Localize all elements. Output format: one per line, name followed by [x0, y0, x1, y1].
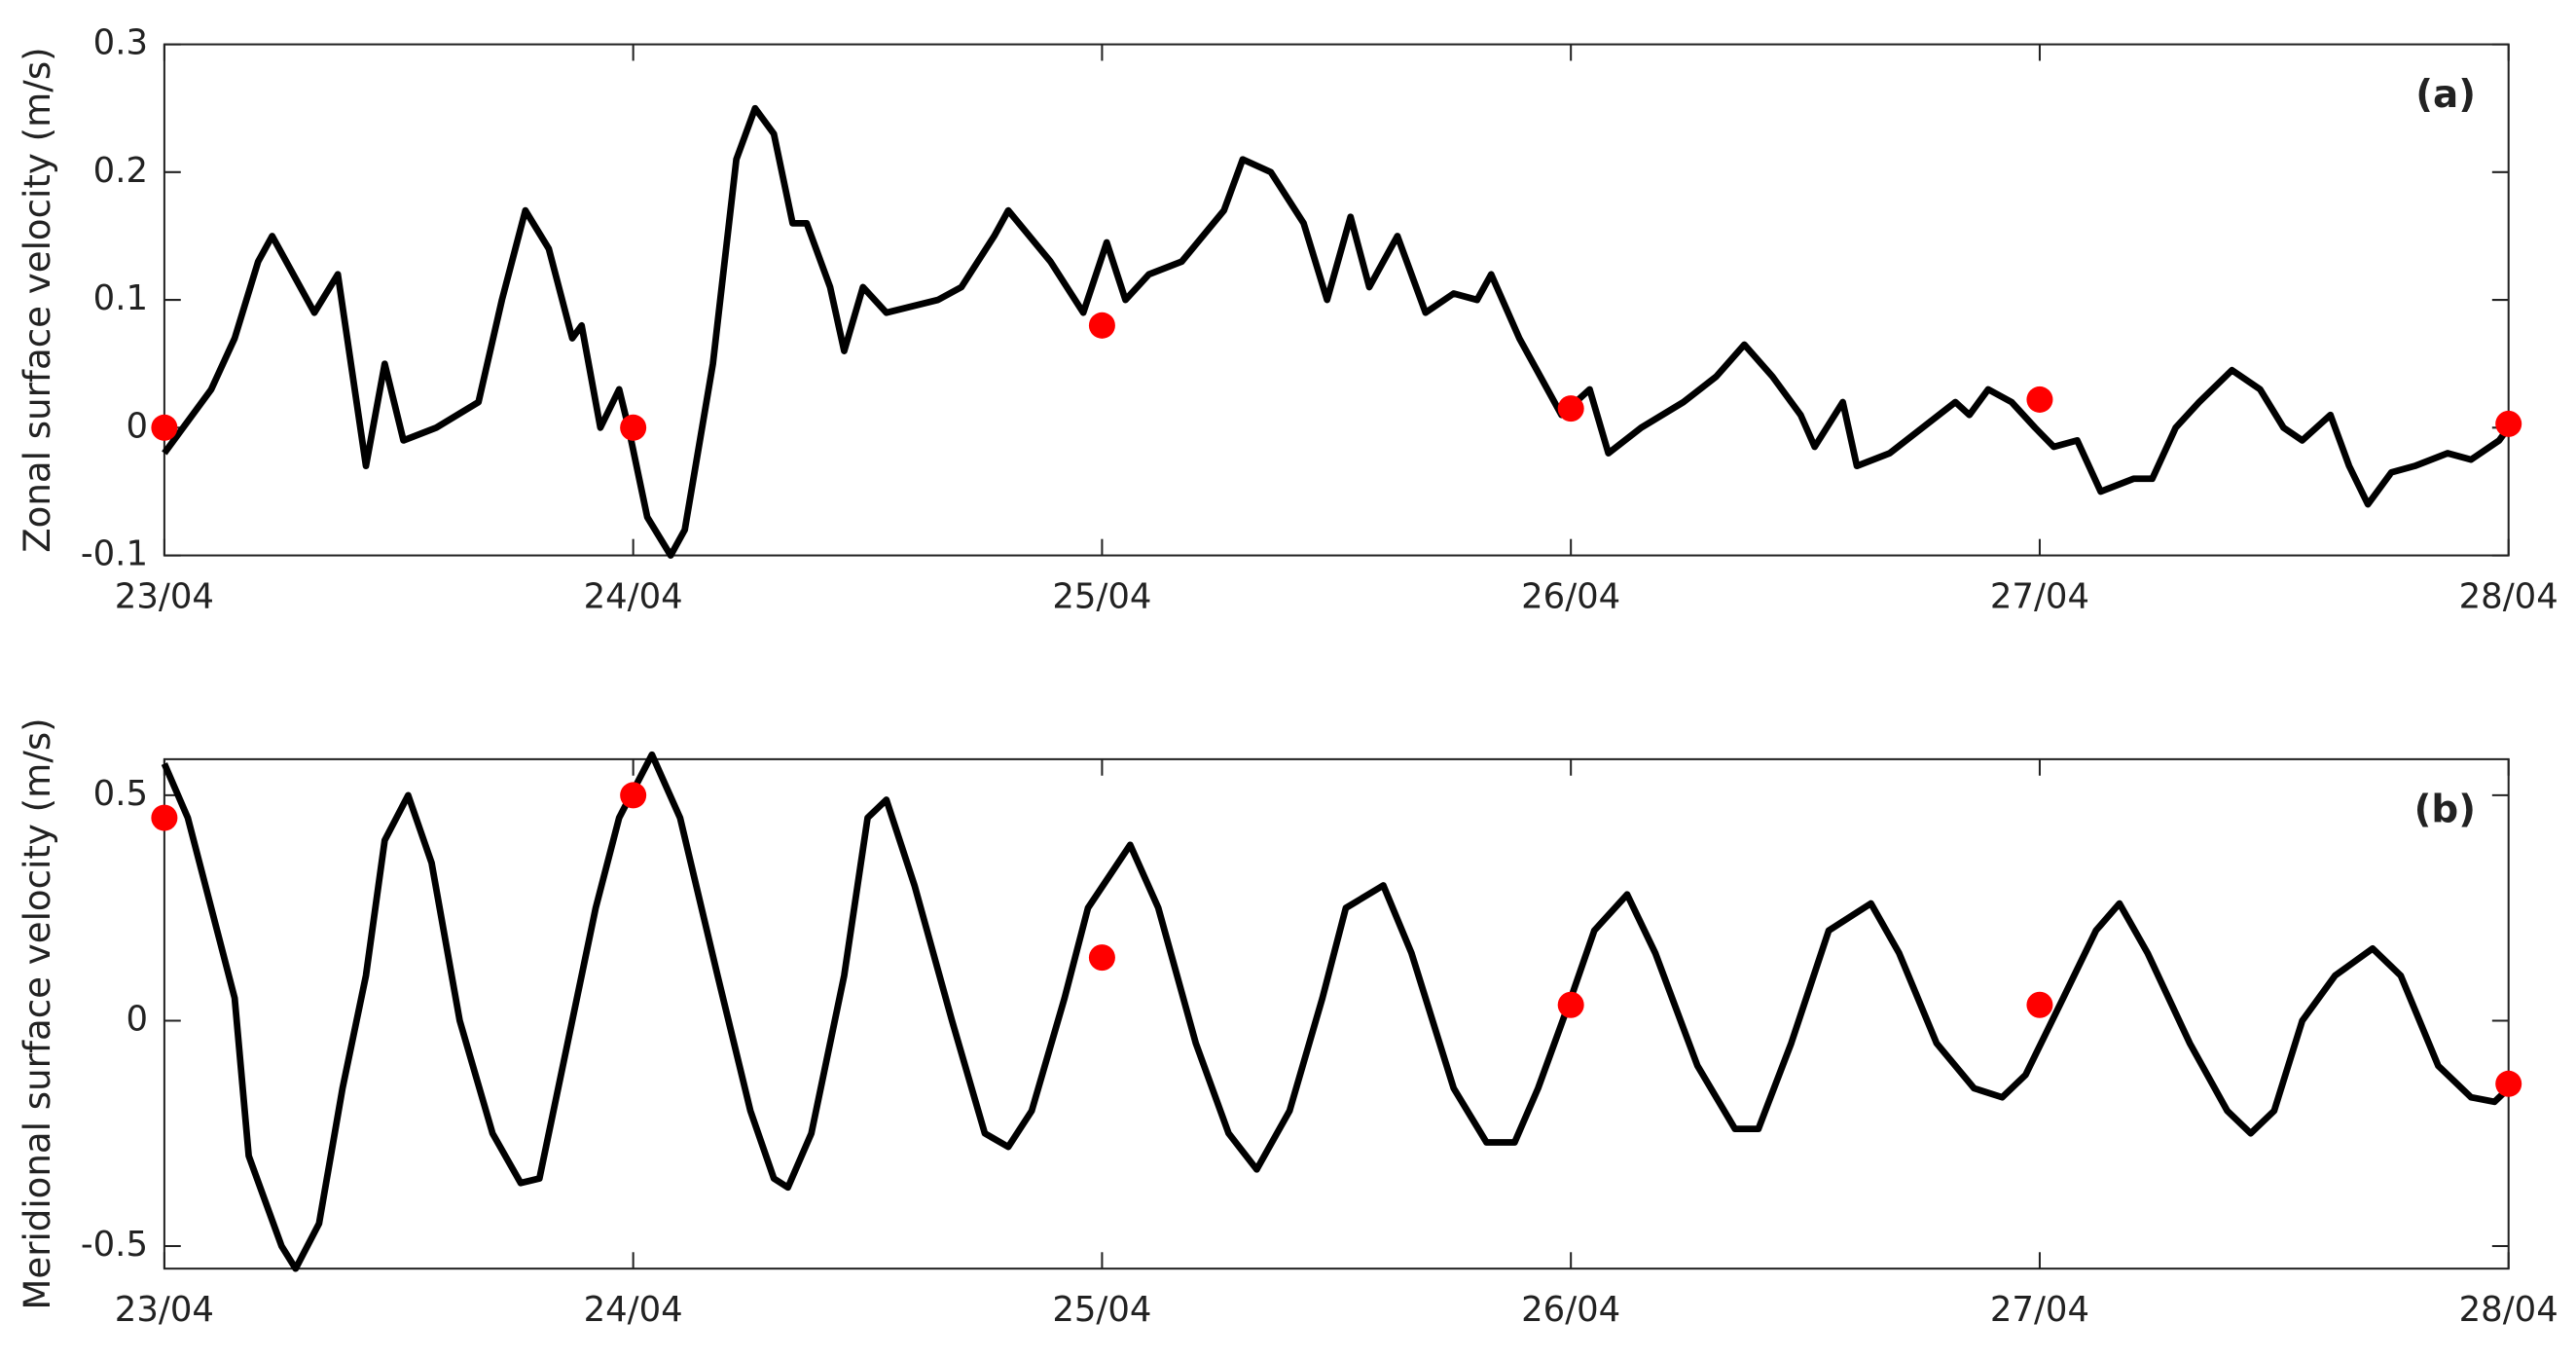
y-axis-title: Zonal surface velocity (m/s) [17, 47, 58, 552]
x-tick-label: 25/04 [1052, 576, 1151, 616]
y-axis-title: Meridional surface velocity (m/s) [17, 717, 58, 1309]
marker-point [620, 782, 647, 809]
x-tick-label: 24/04 [584, 576, 683, 616]
x-tick-label: 25/04 [1052, 1290, 1151, 1330]
y-tick-label: -0.5 [81, 1225, 148, 1265]
y-tick-label: 0.1 [93, 278, 148, 318]
y-tick-label: 0.2 [93, 151, 148, 191]
x-tick-label: 26/04 [1521, 1290, 1620, 1330]
y-tick-label: -0.1 [81, 534, 148, 574]
x-tick-label: 27/04 [1990, 576, 2089, 616]
x-tick-label: 23/04 [115, 1290, 214, 1330]
x-tick-label: 23/04 [115, 576, 214, 616]
data-line [162, 104, 2512, 559]
marker-point [2495, 410, 2522, 437]
marker-point [2495, 1070, 2522, 1097]
marker-point [151, 804, 178, 831]
x-tick-label: 26/04 [1521, 576, 1620, 616]
marker-point [1557, 395, 1584, 422]
panel: -0.1 0 0.1 0.2 0.3 23/04 24/04 25/04 26/04 27/04 2… [17, 23, 2558, 617]
marker-point [1088, 312, 1115, 339]
x-tick-label: 28/04 [2459, 1290, 2558, 1330]
marker-point [1557, 991, 1584, 1018]
plot-frame [163, 43, 2510, 557]
y-tick-label: 0 [126, 999, 148, 1039]
marker-point [2026, 991, 2053, 1018]
x-tick-label: 24/04 [584, 1290, 683, 1330]
marker-point [151, 414, 178, 441]
data-line [161, 751, 2512, 1272]
panel-label: (b) [2414, 788, 2476, 831]
marker-point [1088, 944, 1115, 972]
y-tick-label: 0 [126, 406, 148, 446]
y-tick-label: 0.3 [93, 23, 148, 63]
marker-point [620, 414, 647, 441]
y-tick-label: 0.5 [93, 774, 148, 814]
x-tick-label: 28/04 [2459, 576, 2558, 616]
marker-point [2026, 386, 2053, 413]
panel: -0.5 0 0.5 23/04 24/04 25/04 26/04 27/04 28/04 Me… [17, 717, 2558, 1330]
plot-frame [163, 757, 2510, 1270]
panel-label: (a) [2415, 73, 2476, 117]
x-tick-label: 27/04 [1990, 1290, 2089, 1330]
